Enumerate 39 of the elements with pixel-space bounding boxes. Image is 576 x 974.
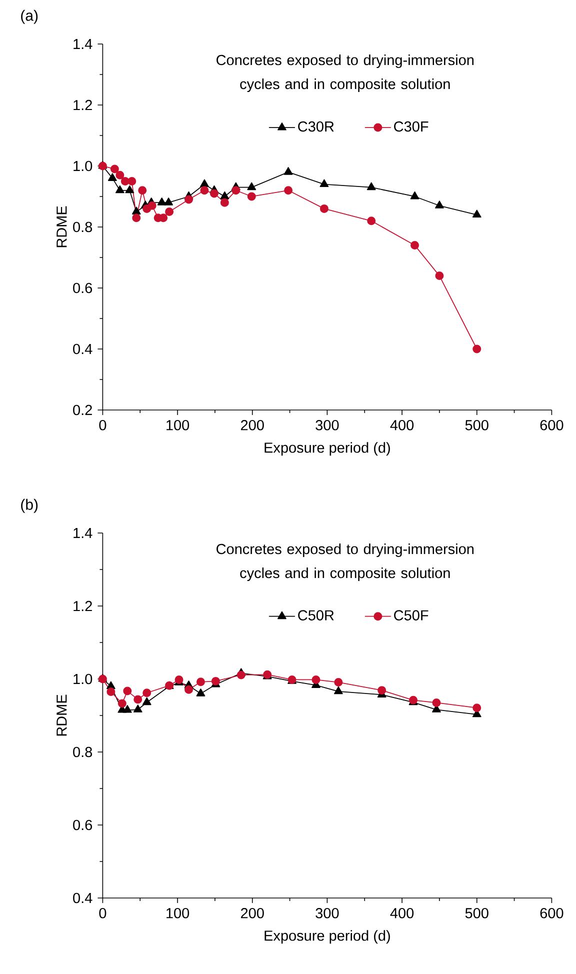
x-tick-label: 500 — [465, 908, 488, 918]
y-tick-label: 0.6 — [73, 282, 92, 294]
x-tick-label: 200 — [241, 420, 264, 430]
x-tick-label: 600 — [540, 908, 564, 918]
x-tick-label: 400 — [390, 908, 414, 918]
y-tick-label: 0.6 — [73, 820, 92, 830]
y-axis-title: RDME — [56, 694, 67, 736]
chart-title: (b) — [21, 498, 38, 513]
legend-label: C50R — [298, 610, 334, 620]
y-tick-label: 1.4 — [74, 39, 92, 49]
x-tick-label: 100 — [166, 420, 190, 430]
x-tick-label: 300 — [316, 908, 339, 918]
legend-label: C30R — [298, 121, 334, 132]
x-tick-label: 300 — [316, 420, 339, 430]
x-axis-title: Exposure period (d) — [264, 442, 390, 456]
chart-title: (a) — [21, 10, 38, 24]
y-tick-label: 0.4 — [73, 344, 92, 354]
legend-label: C30F — [394, 121, 428, 132]
x-axis-title: Exposure period (d) — [264, 930, 390, 944]
y-tick-label: 1.2 — [74, 600, 92, 612]
annotation: Concretes exposed to drying-immersion cycles and in composite solution — [216, 544, 474, 582]
y-tick-label: 1.2 — [74, 100, 92, 110]
y-axis-title: RDME — [56, 206, 67, 248]
x-tick-label: 600 — [540, 420, 564, 430]
y-tick-label: 1.0 — [74, 674, 92, 684]
y-tick-label: 1.0 — [74, 160, 92, 172]
y-tick-label: 0.4 — [73, 892, 92, 904]
annotation: Concretes exposed to drying-immersion cycles and in composite solution — [216, 54, 474, 92]
x-tick-label: 0 — [99, 908, 106, 918]
x-tick-label: 0 — [99, 420, 106, 430]
x-tick-label: 100 — [166, 908, 190, 918]
legend-label: C50F — [394, 610, 428, 620]
x-tick-label: 500 — [465, 420, 488, 430]
y-tick-label: 0.2 — [73, 404, 92, 416]
y-tick-label: 0.8 — [73, 222, 92, 232]
x-tick-label: 400 — [390, 420, 414, 430]
x-tick-label: 200 — [241, 908, 264, 918]
y-tick-label: 1.4 — [74, 528, 92, 538]
y-tick-label: 0.8 — [73, 746, 92, 758]
